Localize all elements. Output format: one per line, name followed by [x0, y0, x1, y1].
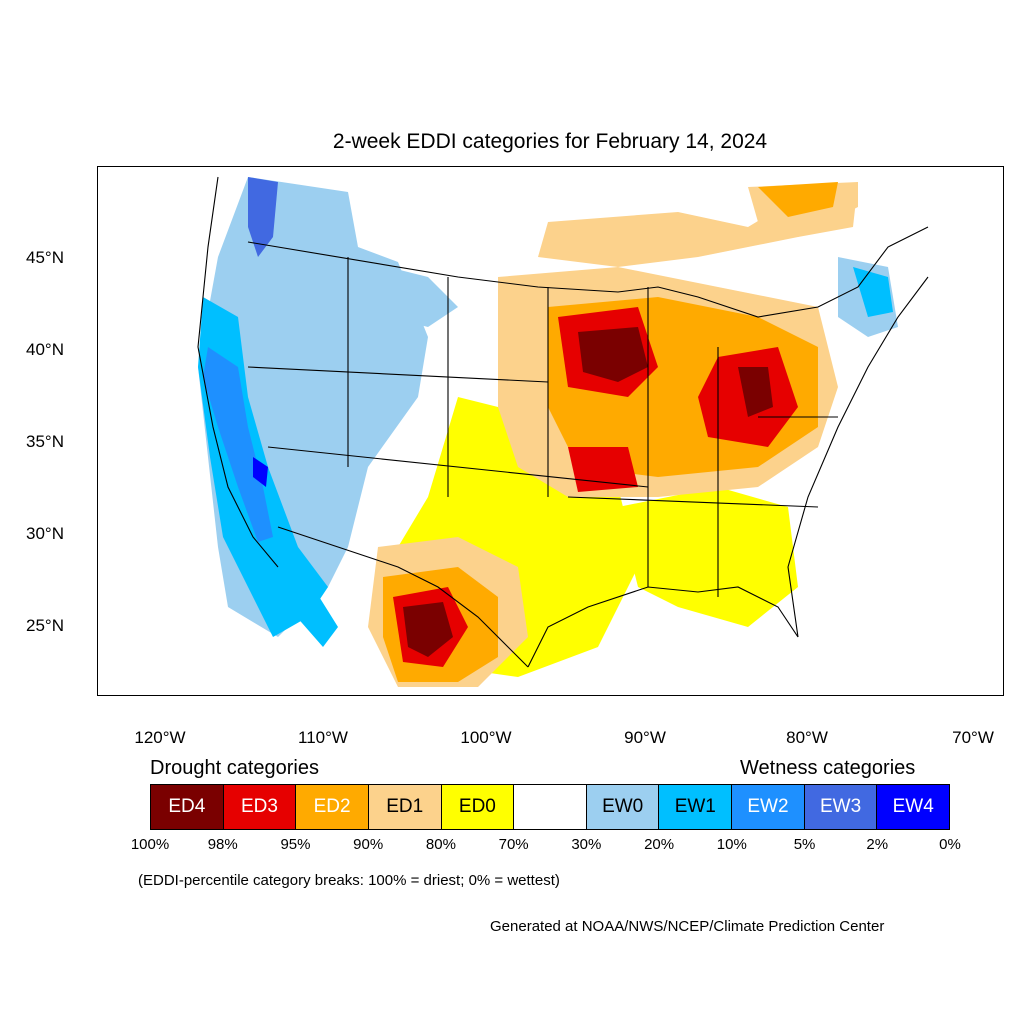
percentile-label: 10% [716, 836, 747, 853]
us-mexico-border [277, 526, 529, 668]
wetness-categories-heading: Wetness categories [740, 757, 916, 779]
percentile-label: 95% [280, 836, 311, 853]
legend-box-ed3: ED3 [223, 785, 297, 829]
state-line-8 [567, 496, 819, 508]
percentile-label: 5% [793, 836, 816, 853]
credit-line: Generated at NOAA/NWS/NCEP/Climate Predi… [490, 918, 885, 935]
lon-label-70w: 70°W [952, 728, 994, 747]
percentile-label: 20% [644, 836, 675, 853]
percentile-label: 2% [866, 836, 889, 853]
lat-label-45n: 45°N [26, 248, 64, 267]
percentile-label: 70% [498, 836, 529, 853]
category-breaks-note: (EDDI-percentile category breaks: 100% =… [138, 872, 560, 889]
lon-label-120w: 120°W [134, 728, 186, 747]
lon-label-100w: 100°W [460, 728, 512, 747]
west-coast [197, 176, 279, 568]
map-title: 2-week EDDI categories for February 14, … [332, 130, 768, 153]
legend-box-ew3: EW3 [804, 785, 878, 829]
eddi-map [197, 176, 929, 687]
percentile-label: 30% [571, 836, 602, 853]
ed0-region-south [618, 487, 798, 627]
percentile-label: 100% [130, 836, 170, 853]
legend-box-neutral [514, 785, 587, 829]
wetness-regions [198, 177, 898, 647]
state-line-5 [267, 446, 649, 488]
lat-label-35n: 35°N [26, 432, 64, 451]
lon-label-90w: 90°W [624, 728, 666, 747]
legend-box-ew0: EW0 [586, 785, 660, 829]
legend-box-ed2: ED2 [296, 785, 369, 829]
lat-label-30n: 30°N [26, 524, 64, 543]
percentile-label: 98% [207, 836, 238, 853]
lon-label-80w: 80°W [786, 728, 828, 747]
ed1-region-north [538, 182, 858, 267]
legend-box-ed1: ED1 [368, 785, 442, 829]
us-canada-border [247, 226, 929, 318]
east-coast [787, 276, 929, 638]
ed4-region-texas [403, 602, 453, 657]
map-frame [97, 166, 1004, 696]
ed4-region-ohio [738, 367, 773, 417]
percentile-label: 90% [353, 836, 384, 853]
gulf-coast [527, 586, 799, 668]
legend-box-ed4: ED4 [151, 785, 224, 829]
state-line-4 [247, 366, 549, 383]
percentile-label: 0% [939, 836, 961, 853]
ed2-region-great-lakes-east [758, 182, 838, 217]
percentile-label: 80% [425, 836, 456, 853]
legend-box-ew1: EW1 [659, 785, 733, 829]
ew0-region-north-plains [348, 257, 458, 327]
lon-label-110w: 110°W [298, 728, 348, 747]
lat-label-25n: 25°N [26, 616, 64, 635]
ew4-region-sierra [253, 457, 268, 487]
ew3-region-nw [248, 177, 278, 257]
ew2-region-pacific [203, 347, 273, 542]
drought-categories-heading: Drought categories [150, 757, 319, 779]
boundaries [197, 176, 929, 668]
legend-color-bar: ED4 ED3 ED2 ED1 ED0 EW0 EW1 EW2 EW3 EW4 [150, 784, 950, 830]
legend-box-ew4: EW4 [877, 785, 950, 829]
legend-box-ed0: ED0 [441, 785, 515, 829]
ed4-region-wisconsin [578, 327, 648, 382]
drought-regions [368, 182, 858, 687]
ew1-region-baja [263, 537, 338, 647]
lat-label-40n: 40°N [26, 340, 64, 359]
legend-box-ew2: EW2 [732, 785, 805, 829]
